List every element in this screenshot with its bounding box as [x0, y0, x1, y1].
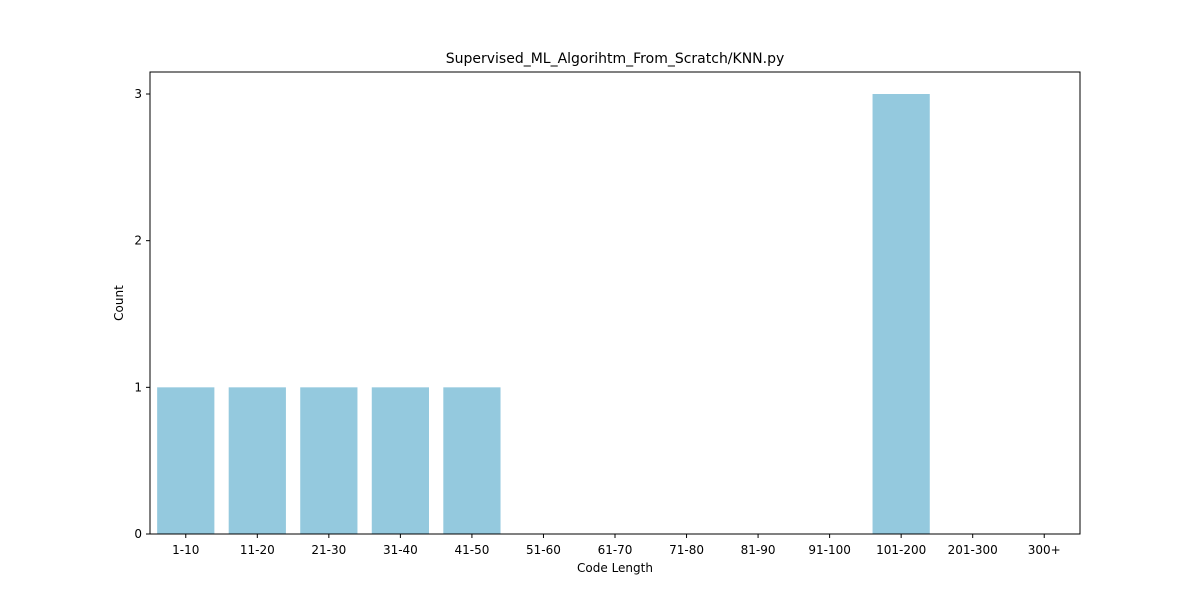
x-tick-label: 51-60: [526, 543, 561, 557]
x-tick-label: 300+: [1028, 543, 1061, 557]
y-axis-label: Count: [112, 285, 126, 321]
y-tick-label: 1: [134, 380, 142, 394]
x-tick-label: 101-200: [876, 543, 926, 557]
y-tick-label: 2: [134, 234, 142, 248]
x-tick-label: 41-50: [454, 543, 489, 557]
bar-101-200: [872, 94, 930, 534]
x-tick-label: 81-90: [741, 543, 776, 557]
x-tick-label: 61-70: [598, 543, 633, 557]
x-tick-label: 31-40: [383, 543, 418, 557]
x-tick-label: 11-20: [240, 543, 275, 557]
y-tick-label: 3: [134, 87, 142, 101]
bar-31-40: [371, 387, 429, 534]
x-axis: 1-10 11-20 21-30 31-40 41-50 51-60 61-70 71-80 8…: [172, 534, 1061, 557]
x-tick-label: 91-100: [808, 543, 851, 557]
y-axis: 0 1 2 3: [134, 87, 150, 541]
x-tick-label: 21-30: [311, 543, 346, 557]
bar-21-30: [300, 387, 358, 534]
x-axis-label: Code Length: [577, 561, 653, 575]
x-tick-label: 71-80: [669, 543, 704, 557]
axes-frame: [149, 71, 1081, 535]
bar-11-20: [228, 387, 286, 534]
bar-41-50: [443, 387, 501, 534]
x-tick-label: 1-10: [172, 543, 199, 557]
y-tick-label: 0: [134, 527, 142, 541]
chart-title: Supervised_ML_Algorihtm_From_Scratch/KNN…: [446, 51, 785, 67]
x-tick-label: 201-300: [948, 543, 998, 557]
bars-layer: [157, 94, 930, 534]
bar-1-10: [157, 387, 215, 534]
